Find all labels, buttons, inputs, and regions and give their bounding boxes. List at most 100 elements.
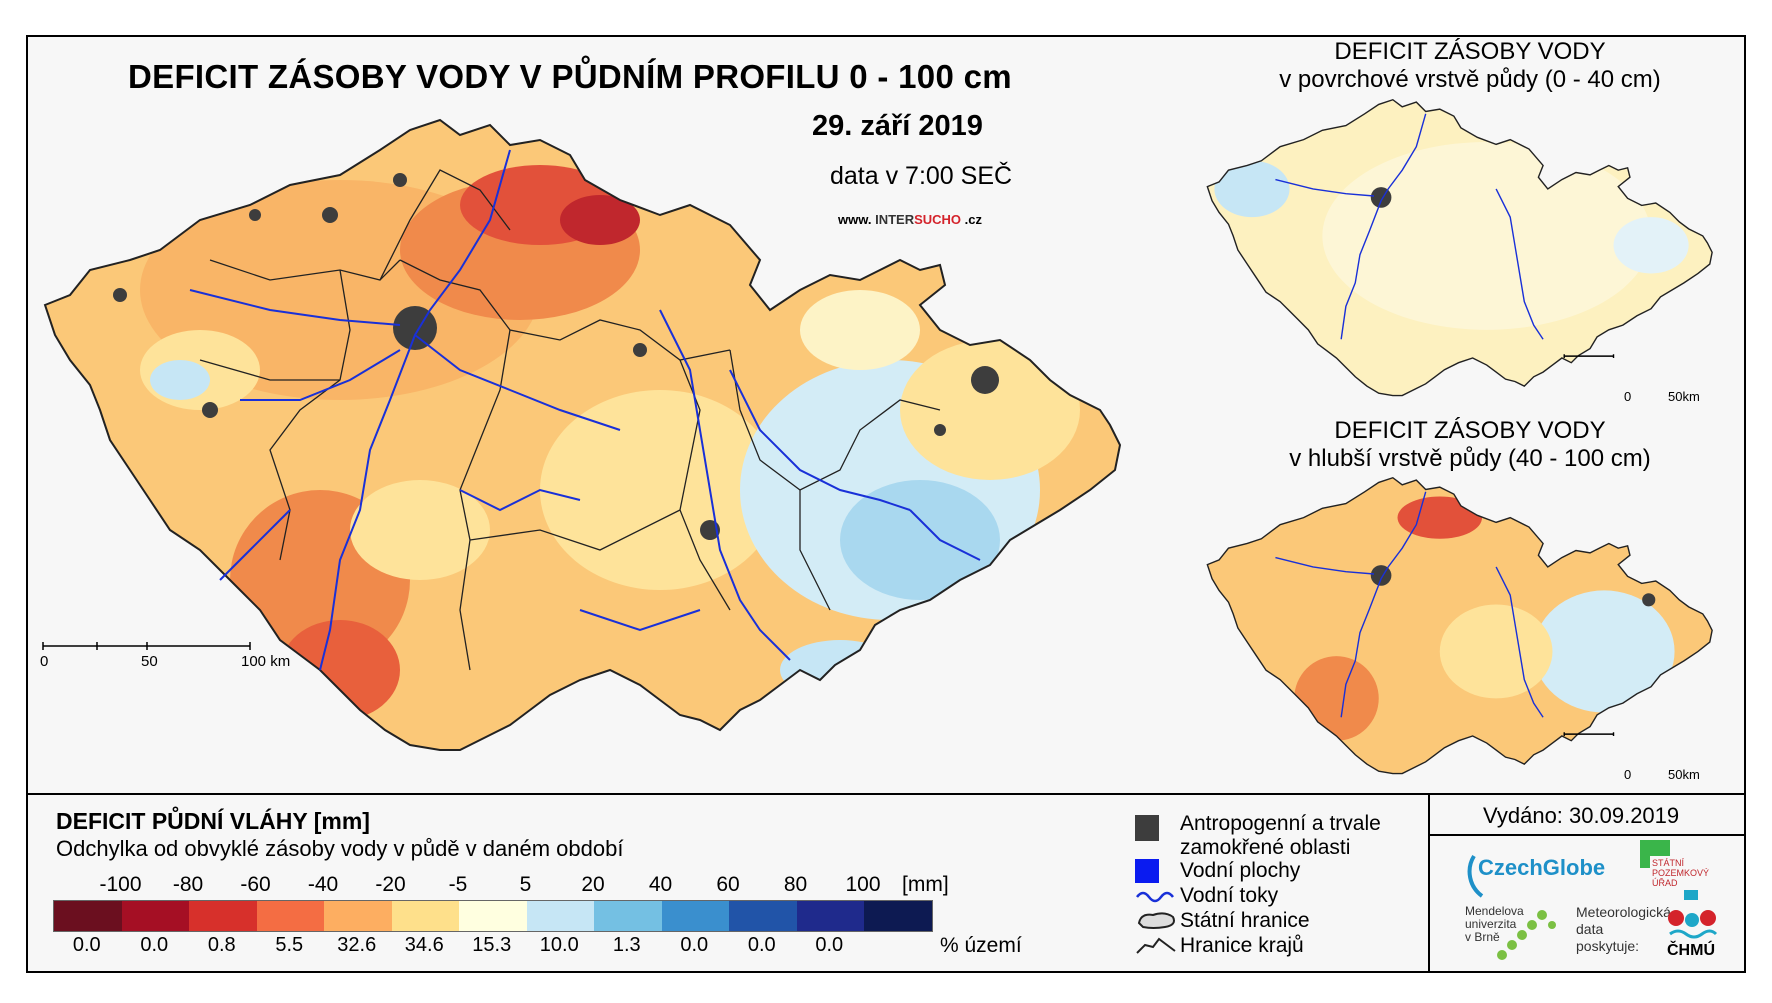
page-title: DEFICIT ZÁSOBY VODY V PŮDNÍM PROFILU 0 -… xyxy=(128,58,1012,95)
inset-top-scale-0: 0 xyxy=(1624,389,1632,404)
inset-bottom-scale-50: 50km xyxy=(1668,767,1700,782)
legend-tick-label: 60 xyxy=(716,873,740,896)
legend-tick-label: -60 xyxy=(240,873,271,896)
legend-percentage: 1.3 xyxy=(612,934,641,956)
legend-tick-label: -80 xyxy=(172,873,204,896)
legend-state-border: Státní hranice xyxy=(1180,909,1310,932)
inset-bottom-map xyxy=(1206,477,1713,775)
legend-swatch xyxy=(324,901,392,931)
legend-tick-label: 40 xyxy=(648,873,673,896)
legend-tick-label: -100 xyxy=(99,873,142,896)
mendel-logo-text: Mendelova univerzita v Brně xyxy=(1465,905,1524,944)
legend-swatch xyxy=(121,901,189,931)
legend-swatch xyxy=(189,901,257,931)
legend-tick-label: 20 xyxy=(581,873,605,896)
szu-line3: ÚŘAD xyxy=(1652,878,1678,888)
legend-swatch xyxy=(526,901,594,931)
legend-tick-label: 100 xyxy=(845,873,881,896)
legend-tick-label: -40 xyxy=(307,873,339,896)
website-link[interactable]: www. INTERSUCHO .cz xyxy=(838,212,982,227)
legend-tick-label: 80 xyxy=(783,873,808,896)
legend-swatch xyxy=(391,901,459,931)
inset-bottom-title-line1: DEFICIT ZÁSOBY VODY xyxy=(1334,417,1606,444)
legend-anthropogenic-line1: Antropogenní a trvale xyxy=(1180,812,1381,835)
legend-anthropogenic-line2: zamokřené oblasti xyxy=(1180,836,1351,859)
mendel-line3: v Brně xyxy=(1465,930,1500,944)
legend-percentage: 10.0 xyxy=(539,934,579,956)
website-prefix: www. xyxy=(838,212,872,227)
map-date: 29. září 2019 xyxy=(812,110,983,142)
legend-title: DEFICIT PŮDNÍ VLÁHY [mm] xyxy=(56,808,370,834)
main-scale-label-100: 100 km xyxy=(241,653,291,670)
legend-anthropogenic: Antropogenní a trvale zamokřené oblasti xyxy=(1180,812,1381,860)
legend-tick-label: -5 xyxy=(448,873,468,896)
czechglobe-logo xyxy=(1467,854,1484,898)
legend-percentage: 0.0 xyxy=(72,934,101,956)
mendel-logo-dots xyxy=(1497,910,1556,960)
legend-subtitle: Odchylka od obvyklé zásoby vody v půdě v… xyxy=(56,836,624,861)
legend-swatch xyxy=(796,901,864,931)
main-map xyxy=(42,119,1121,751)
inset-top-title-line1: DEFICIT ZÁSOBY VODY xyxy=(1334,38,1606,65)
legend-percentage: 32.6 xyxy=(337,934,377,956)
divider-issued xyxy=(1430,834,1746,836)
anthropogenic-swatch xyxy=(1135,815,1159,841)
inset-top-title-line2: v povrchové vrstvě půdy (0 - 40 cm) xyxy=(1279,66,1661,93)
meteo-line3: poskytuje: xyxy=(1576,938,1640,954)
inset-bottom-title: DEFICIT ZÁSOBY VODY v hlubší vrstvě půdy… xyxy=(1220,417,1720,473)
szu-logo-mark xyxy=(1640,840,1670,856)
legend-percentage: 0.0 xyxy=(815,934,844,956)
meteo-line1: Meteorologická xyxy=(1576,904,1671,920)
legend-percentage: 0.8 xyxy=(207,934,236,956)
szu-line2: POZEMKOVÝ xyxy=(1652,868,1710,878)
legend-swatch xyxy=(54,901,122,931)
czechglobe-name: CzechGlobe xyxy=(1478,855,1606,880)
legend-swatch xyxy=(864,901,932,931)
szu-logo-mark-2 xyxy=(1640,856,1650,868)
legend-percentage: 0.0 xyxy=(140,934,169,956)
mendel-line1: Mendelova xyxy=(1465,904,1524,918)
legend-percentage: 34.6 xyxy=(404,934,444,956)
website-name-a: INTER xyxy=(875,212,915,227)
rivers-swatch xyxy=(1136,891,1174,903)
water-bodies-swatch xyxy=(1135,859,1159,883)
data-time: data v 7:00 SEČ xyxy=(830,162,1013,190)
legend-water-bodies: Vodní plochy xyxy=(1180,859,1301,882)
legend-color-bar xyxy=(53,900,933,932)
legend-swatch xyxy=(729,901,797,931)
inset-top-title: DEFICIT ZÁSOBY VODY v povrchové vrstvě p… xyxy=(1220,38,1720,94)
legend-unit: [mm] xyxy=(902,873,949,896)
szu-logo-text: STÁTNÍ POZEMKOVÝ ÚŘAD xyxy=(1652,858,1709,888)
main-scale-label-0: 0 xyxy=(40,653,49,670)
legend-tick-label: -20 xyxy=(375,873,406,896)
legend-swatch xyxy=(661,901,729,931)
meteo-line2: data xyxy=(1576,921,1604,937)
chmu-name: ČHMÚ xyxy=(1667,942,1715,959)
mendel-line2: univerzita xyxy=(1465,917,1517,931)
legend-swatch xyxy=(594,901,662,931)
szu-line1: STÁTNÍ xyxy=(1652,858,1685,868)
percent-label: % území xyxy=(940,934,1022,957)
chmu-logo xyxy=(1668,890,1718,939)
legend-swatch xyxy=(256,901,324,931)
legend-swatch xyxy=(459,901,527,931)
legend-percentage: 5.5 xyxy=(275,934,304,956)
inset-top-scale-50: 50km xyxy=(1668,389,1700,404)
legend-rivers: Vodní toky xyxy=(1180,884,1279,907)
divider-vertical xyxy=(1428,793,1430,973)
main-scale-label-50: 50 xyxy=(141,653,158,670)
issued-date: Vydáno: 30.09.2019 xyxy=(1483,803,1680,828)
legend-percentage: 0.0 xyxy=(747,934,776,956)
inset-bottom-title-line2: v hlubší vrstvě půdy (40 - 100 cm) xyxy=(1289,445,1651,472)
website-name-b: SUCHO xyxy=(914,212,962,227)
state-border-swatch xyxy=(1137,912,1175,929)
inset-top-map xyxy=(1206,99,1713,397)
region-border-swatch xyxy=(1136,937,1176,954)
website-suffix: .cz xyxy=(964,212,983,227)
legend-tick-label: 5 xyxy=(519,873,532,896)
legend-percentage: 0.0 xyxy=(680,934,709,956)
divider-horizontal xyxy=(26,793,1746,795)
legend-percentage: 15.3 xyxy=(472,934,512,956)
legend-region-border: Hranice krajů xyxy=(1180,934,1304,957)
meteo-text: Meteorologická data poskytuje: xyxy=(1576,904,1671,955)
